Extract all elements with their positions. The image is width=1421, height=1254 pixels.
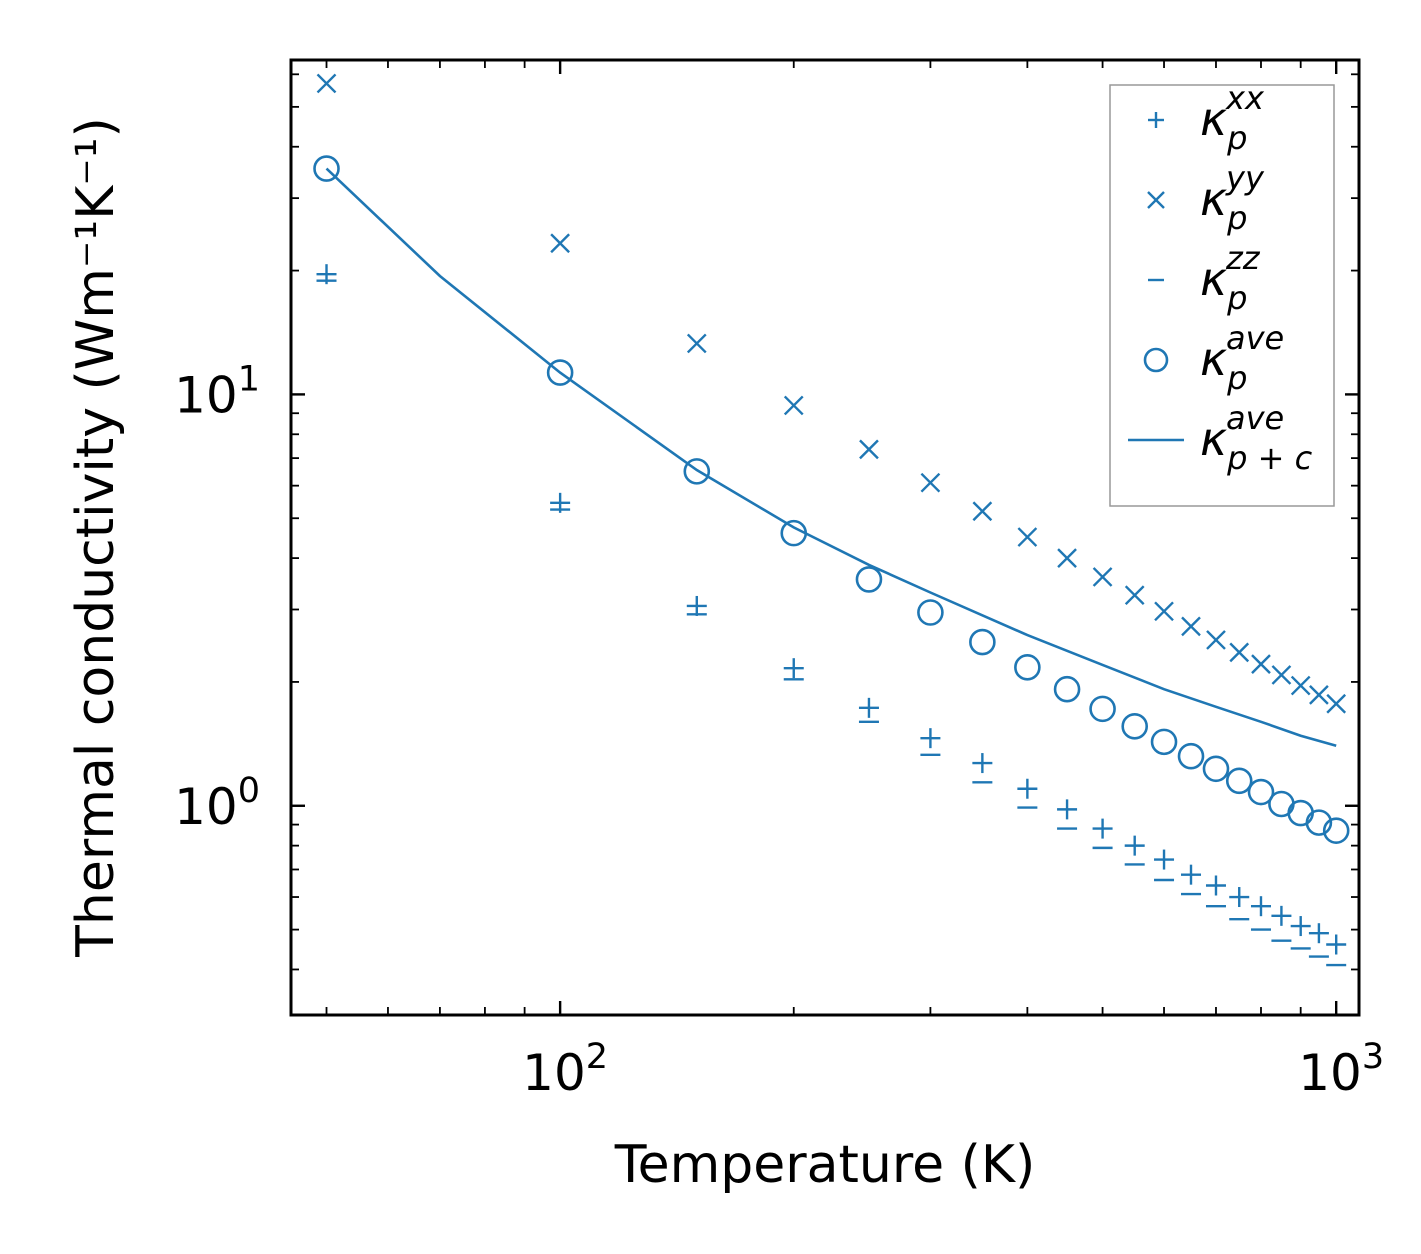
marker-x [1326,693,1347,714]
marker-x [550,233,570,254]
x-tick-label: 103 [1298,1037,1384,1102]
marker-x [1309,685,1329,705]
series-3 [313,155,1350,844]
marker-circle [855,566,883,593]
x-tick-label: 102 [522,1037,608,1102]
x-axis-label: Temperature (K) [614,1135,1036,1195]
marker-circle [917,599,944,626]
marker-x [316,73,337,94]
series-0 [316,264,1347,955]
marker-x [1206,630,1226,650]
marker-x [1017,527,1038,547]
marker-circle [1150,728,1178,756]
legend-entry-0: κpxx [1148,79,1265,157]
legend-entry-3: κpave [1143,319,1284,397]
legend-label: κpave [1200,319,1284,397]
legend-label: κpzz [1200,239,1261,317]
marker-circle [683,458,711,485]
marker-circle [313,155,340,182]
plot-frame [289,58,1361,1017]
tick-labels: 102 103 100 101 [174,359,1384,1102]
legend-entry-2: κpzz [1148,239,1261,317]
marker-circle [1143,347,1169,373]
marker-x [1057,548,1077,568]
marker-circle [546,359,574,386]
marker-circle [969,628,996,656]
marker-circle [1089,695,1116,723]
marker-x [783,395,804,416]
marker-x [1147,191,1165,209]
marker-circle [1014,654,1041,681]
marker-x [1251,654,1271,674]
series-2 [316,279,1347,967]
marker-x [972,501,993,522]
marker-circle [780,519,808,547]
y-tick-label: 101 [174,359,260,424]
series-line [325,167,1337,747]
marker-x [1181,616,1201,637]
marker-x [859,439,879,460]
y-tick-label: 100 [174,771,260,836]
marker-circle [1202,755,1230,783]
legend-label: κpxx [1200,79,1265,157]
marker-x [1229,642,1250,663]
series-layer [313,73,1350,967]
marker-circle [1177,742,1205,770]
marker-circle [1322,817,1350,844]
legend-label: κp + cave [1200,399,1313,477]
major-ticks [291,60,1359,1015]
marker-x [1154,601,1174,622]
series-4 [325,167,1337,747]
marker-circle [1247,778,1275,806]
legend-entry-4: κp + cave [1128,399,1313,477]
marker-x [920,472,941,493]
legend-box [1109,84,1335,507]
marker-circle [1287,799,1314,827]
legend-label: κpyy [1200,159,1265,237]
marker-circle [1053,675,1081,703]
marker-circle [1225,767,1253,795]
series-1 [316,73,1347,714]
y-axis-label: Thermal conductivity (Wm⁻¹K⁻¹) [66,117,126,958]
legend-entry-1: κpyy [1147,159,1265,237]
marker-x [1124,585,1145,606]
marker-x [1092,567,1113,587]
marker-x [1271,665,1292,685]
marker-circle [1305,809,1333,836]
marker-x [1290,675,1311,696]
marker-circle [1121,713,1149,740]
marker-x [686,333,707,354]
